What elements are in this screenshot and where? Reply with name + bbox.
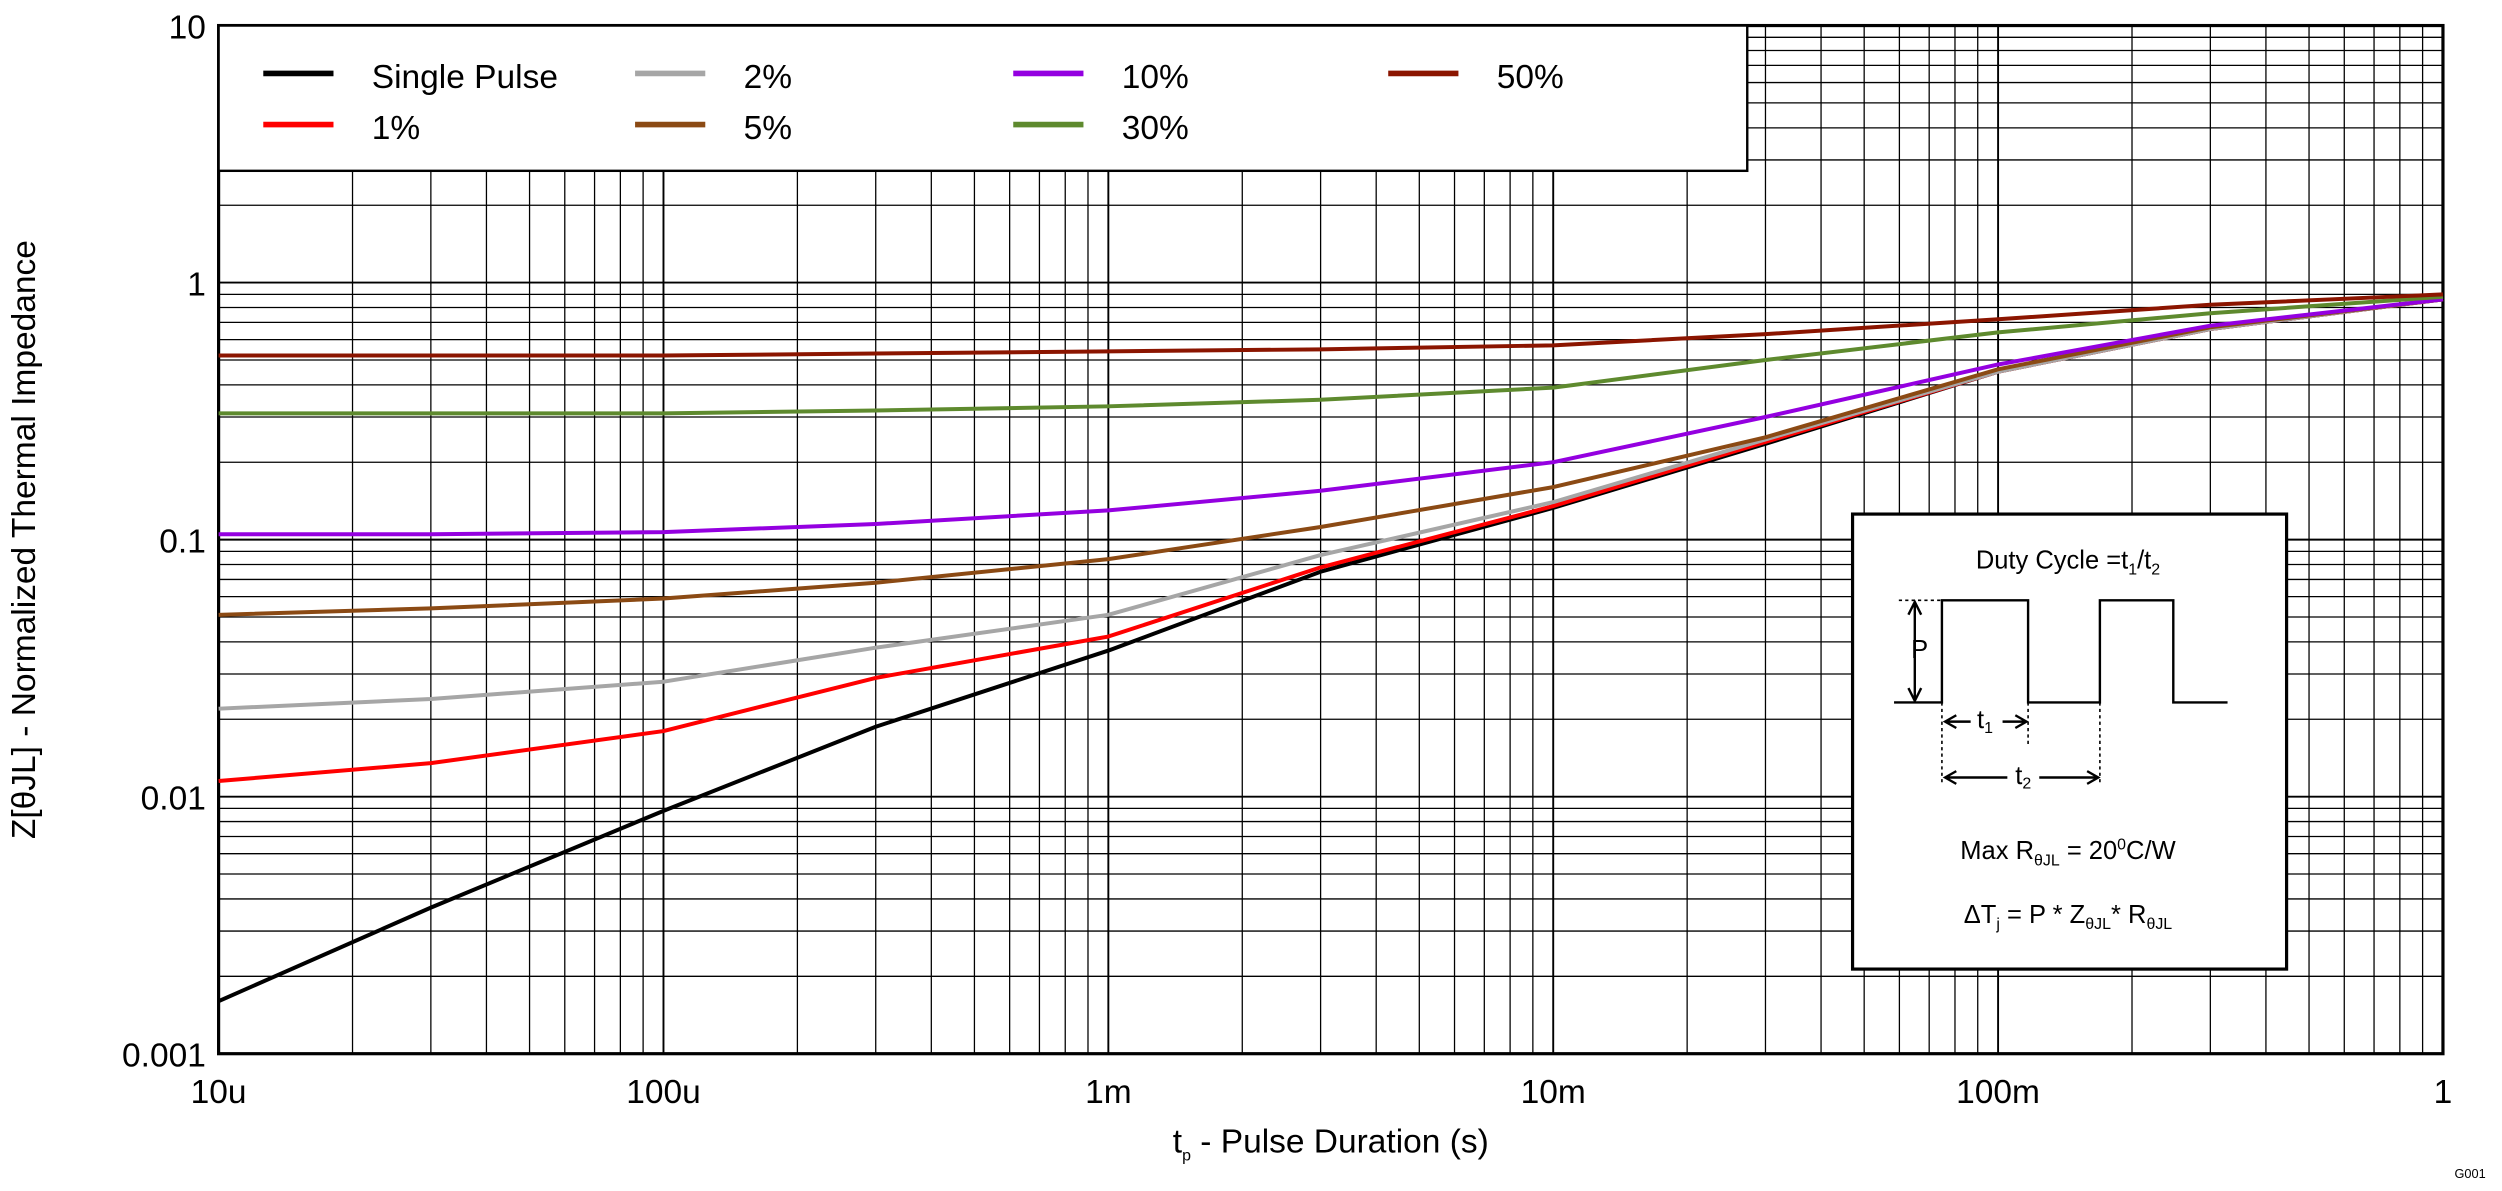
- series-line-30-: [218, 294, 2444, 416]
- x-tick-label: 10u: [191, 1074, 247, 1111]
- legend-label: 10%: [1122, 59, 1189, 96]
- legend-label: Single Pulse: [372, 59, 558, 96]
- legend-label: 5%: [744, 110, 792, 147]
- y-axis-label: Z[θJL] - Normalized Thermal Impedance: [6, 240, 43, 839]
- y-tick-label: 0.1: [159, 523, 206, 560]
- t2-arrow: [1942, 770, 2101, 785]
- guide-lines: [1898, 599, 2101, 783]
- series-line-50-: [218, 292, 2444, 358]
- duty-cycle-inset: Duty Cycle =t1/t2 P t1 t2 Max RθJL = 200…: [1850, 512, 2289, 971]
- legend-label: 30%: [1122, 110, 1189, 147]
- legend-label: 1%: [372, 110, 420, 147]
- x-tick-label: 1: [2434, 1074, 2453, 1111]
- t1-arrow: [1942, 714, 2029, 730]
- legend-label: 50%: [1497, 59, 1564, 96]
- series-line-10-: [218, 297, 2444, 537]
- t2-label: t2: [2015, 762, 2031, 793]
- y-tick-label: 0.001: [122, 1037, 206, 1074]
- x-tick-label: 100u: [626, 1074, 701, 1111]
- x-tick-label: 10m: [1521, 1074, 1586, 1111]
- p-arrow: [1907, 599, 1923, 704]
- legend: Single Pulse 1% 2% 5% 10% 30% 50%: [217, 24, 1749, 173]
- y-tick-label: 1: [187, 266, 206, 303]
- pulse-waveform: [1894, 599, 2228, 704]
- x-axis-label: tp - Pulse Duration (s): [1173, 1124, 1489, 1165]
- t1-label: t1: [1977, 706, 1993, 737]
- curves: [217, 292, 2444, 1004]
- x-tick-label: 100m: [1956, 1074, 2040, 1111]
- watermark: G001: [2454, 1166, 2485, 1181]
- delta-t-formula: ΔTj = P * ZθJL* RθJL: [1964, 901, 2173, 933]
- series-line-2-: [218, 297, 2444, 711]
- max-r-text: Max RθJL = 200C/W: [1960, 836, 2175, 869]
- y-tick-label: 10: [169, 9, 206, 46]
- series-line-5-: [218, 297, 2444, 617]
- legend-box: [217, 24, 1749, 173]
- y-tick-label: 0.01: [141, 780, 206, 817]
- p-label: P: [1911, 636, 1928, 664]
- legend-label: 2%: [744, 59, 792, 96]
- duty-cycle-formula: Duty Cycle =t1/t2: [1976, 546, 2160, 578]
- tick-labels: 10u 100u 1m 10m 100m 1 10 1 0.1 0.01 0.001: [122, 9, 2452, 1111]
- x-tick-label: 1m: [1085, 1074, 1132, 1111]
